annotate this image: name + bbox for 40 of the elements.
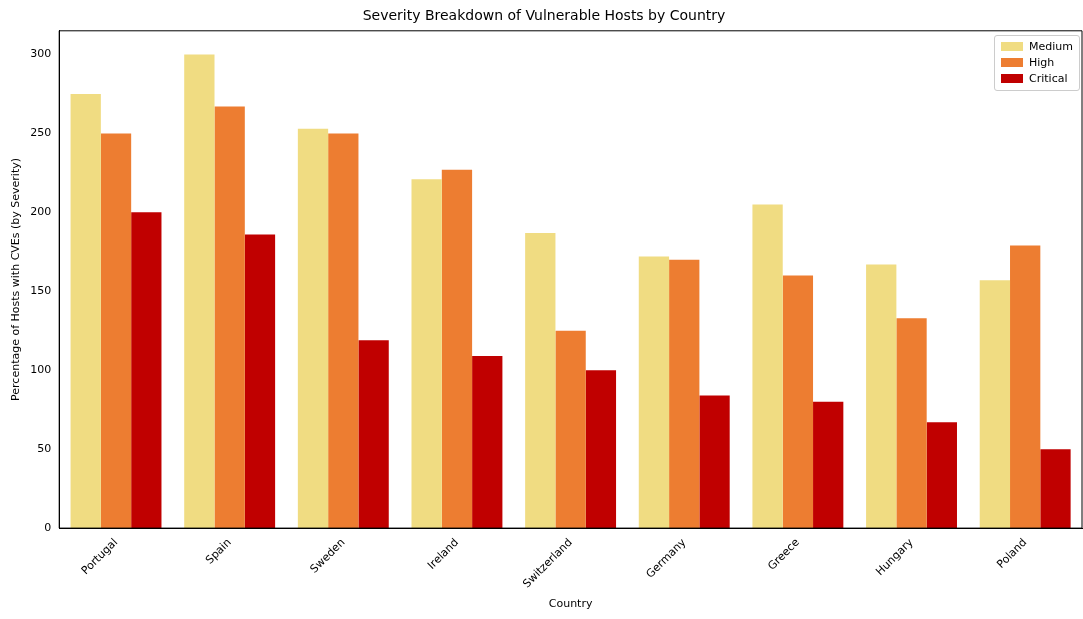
y-tick-label: 150 [30, 284, 52, 298]
y-axis-title: Percentage of Hosts with CVEs (by Severity) [9, 157, 23, 401]
bar [297, 128, 329, 529]
bar [555, 330, 586, 529]
bar [1010, 245, 1041, 529]
y-tick-label: 250 [30, 126, 52, 140]
bar [699, 395, 730, 529]
bar [184, 54, 215, 529]
chart-title: Severity Breakdown of Vulnerable Hosts by Country [362, 7, 726, 24]
legend-label: Medium [1029, 40, 1073, 54]
bar [896, 318, 927, 529]
bar [866, 264, 897, 529]
bar [752, 204, 783, 529]
bar [441, 169, 473, 529]
bar [472, 356, 503, 529]
bar [585, 370, 617, 529]
legend-label: Critical [1029, 72, 1068, 86]
bar [131, 212, 162, 529]
y-tick-label: 0 [44, 520, 52, 534]
bar [328, 133, 359, 529]
bar [813, 401, 844, 529]
bar [638, 256, 670, 529]
bar [244, 234, 276, 529]
y-tick-label: 50 [37, 442, 52, 456]
bar [411, 179, 442, 529]
bar [525, 232, 556, 529]
bar [669, 259, 700, 529]
bar [926, 422, 957, 529]
bar [70, 93, 101, 529]
bar [214, 106, 245, 529]
legend-label: High [1029, 56, 1055, 70]
bar [358, 340, 389, 529]
y-tick-label: 100 [30, 363, 52, 377]
x-axis-title: Country [548, 597, 593, 611]
bar [1040, 449, 1071, 529]
bar [979, 280, 1011, 529]
y-tick-label: 200 [30, 205, 52, 219]
bar [782, 275, 814, 529]
y-tick-label: 300 [30, 47, 52, 61]
bar [100, 133, 132, 529]
